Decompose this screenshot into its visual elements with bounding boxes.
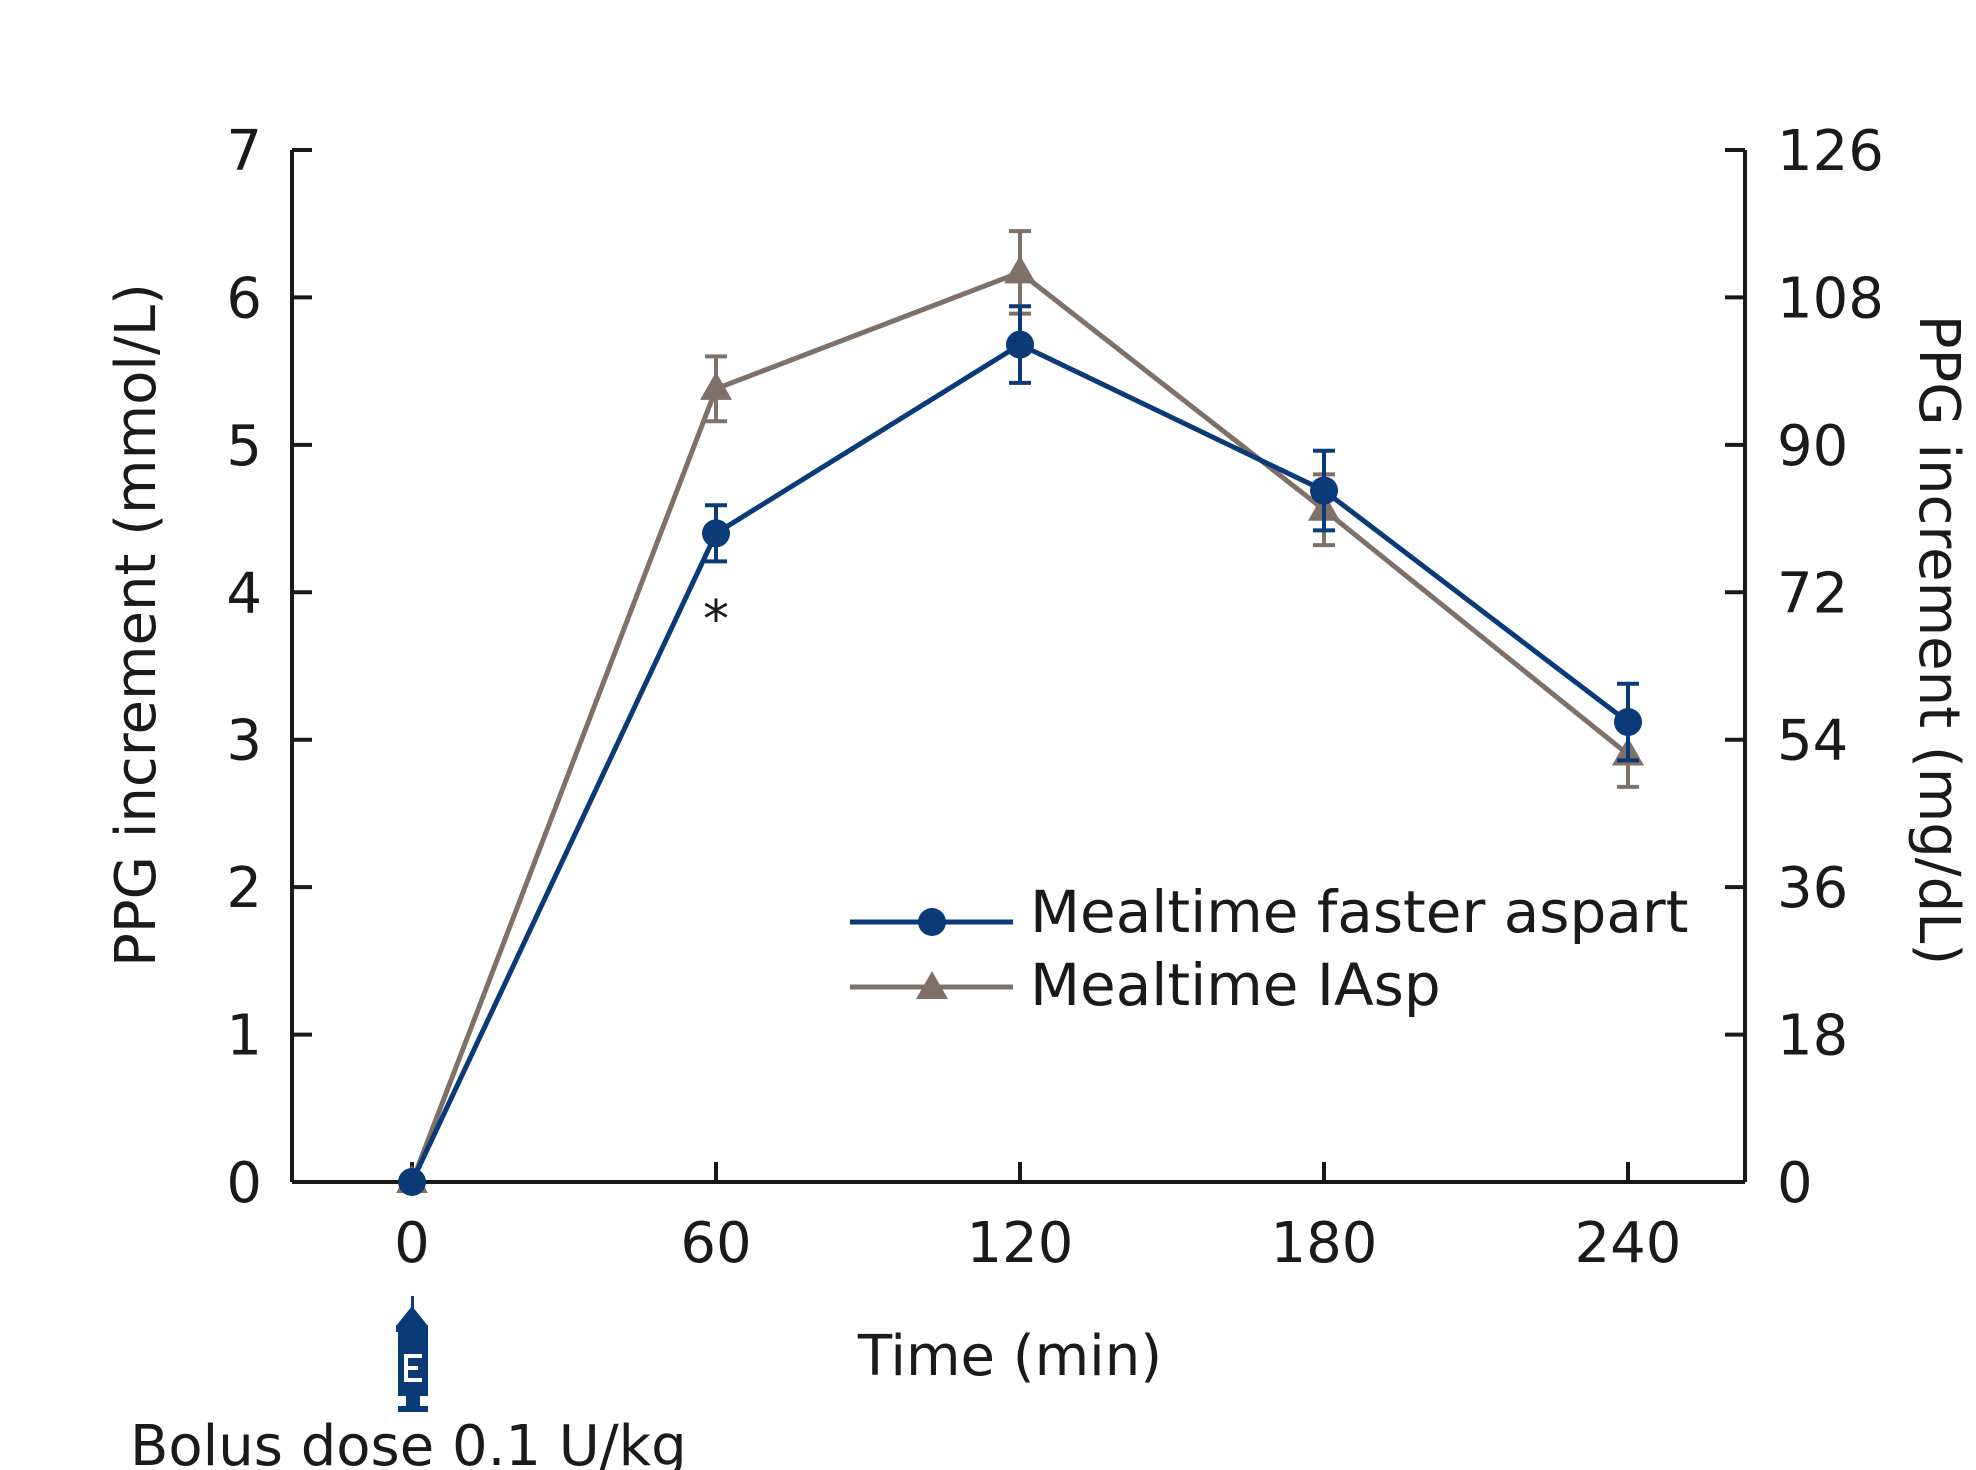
legend: Mealtime faster aspart Mealtime IAsp [850,878,1688,1019]
y-tick-label-left: 3 [226,709,262,774]
syringe-icon [396,1296,428,1412]
y-axis-title-right: PPG increment (mg/dL) [1906,315,1971,965]
y-tick-label-left: 7 [226,119,262,184]
x-tick-label: 120 [967,1211,1074,1276]
y-tick-label-right: 126 [1777,119,1884,184]
legend-marker-iasp [916,971,948,999]
y-tick-label-right: 0 [1777,1151,1813,1216]
series-line-faster-aspart [409,342,1630,1184]
data-point-faster-aspart [1614,708,1642,737]
y-tick-label-right: 108 [1777,266,1884,331]
legend-marker-faster-aspart [918,908,946,936]
axes: 0 1 2 3 4 5 6 7 0 18 36 54 72 90 108 126 0 60 120 180 240 [226,119,1884,1276]
y-tick-label-left: 4 [226,561,262,626]
x-tick-label: 60 [680,1211,751,1276]
series-faster-aspart [398,304,1642,1196]
legend-entry-iasp: Mealtime IAsp [850,951,1441,1019]
data-point-faster-aspart [702,519,730,548]
legend-label-faster-aspart: Mealtime faster aspart [1030,878,1688,946]
y-tick-label-right: 36 [1777,856,1848,921]
y-tick-label-right: 54 [1777,709,1848,774]
y-tick-label-right: 72 [1777,561,1848,626]
legend-label-iasp: Mealtime IAsp [1030,951,1441,1019]
x-tick-label: 180 [1271,1211,1378,1276]
data-point-faster-aspart [398,1168,426,1196]
data-point-faster-aspart [1310,476,1338,505]
y-tick-label-left: 6 [226,266,262,331]
y-axis-title-left: PPG increment (mmol/L) [104,283,169,967]
x-tick-label: 0 [394,1211,430,1276]
series-line-iasp [409,269,1630,1183]
x-tick-label: 240 [1575,1211,1682,1276]
y-tick-label-left: 2 [226,856,262,921]
y-tick-label-left: 5 [226,414,262,479]
y-tick-label-left: 0 [226,1151,262,1216]
bolus-dose-label: Bolus dose 0.1 U/kg [130,1414,687,1470]
y-tick-label-right: 18 [1777,1004,1848,1069]
data-point-faster-aspart [1006,330,1034,359]
x-axis-title: Time (min) [857,1324,1162,1389]
series [396,229,1644,1196]
data-point-iasp [700,371,732,400]
y-tick-label-right: 90 [1777,414,1848,479]
data-point-iasp [1004,255,1036,284]
legend-entry-faster-aspart: Mealtime faster aspart [850,878,1688,946]
y-tick-label-left: 1 [226,1004,262,1069]
significance-asterisk: * [703,590,729,650]
